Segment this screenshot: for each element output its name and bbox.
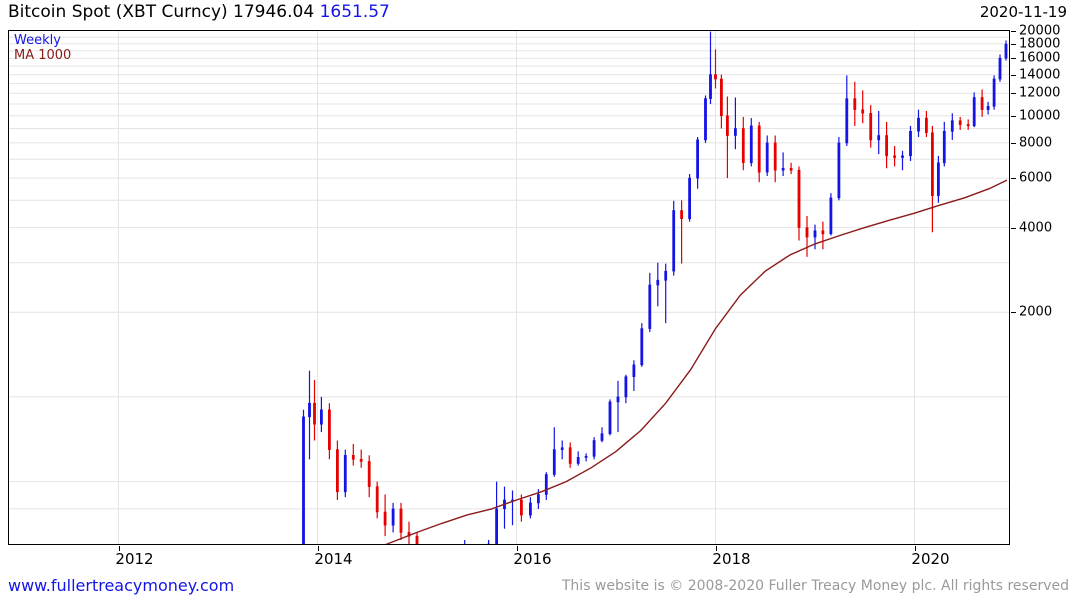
x-axis-tick bbox=[715, 546, 717, 551]
y-axis-label: 20000 bbox=[1019, 23, 1061, 39]
plot-area bbox=[8, 30, 1010, 545]
price-chart bbox=[9, 31, 1009, 544]
x-axis-label: 2016 bbox=[513, 550, 552, 568]
instrument-name: Bitcoin Spot (XBT Curncy) bbox=[8, 2, 228, 22]
y-axis-tick bbox=[1011, 74, 1016, 76]
x-axis-tick bbox=[914, 546, 916, 551]
y-axis-tick bbox=[1011, 312, 1016, 314]
x-axis-tick bbox=[516, 546, 518, 551]
y-axis-tick bbox=[1011, 58, 1016, 60]
y-axis-label: 4000 bbox=[1019, 220, 1053, 236]
legend-item-periodicity: Weekly bbox=[14, 33, 61, 48]
y-axis-label: 8000 bbox=[1019, 135, 1053, 151]
x-axis-label: 2020 bbox=[911, 550, 950, 568]
y-axis-label: 2000 bbox=[1019, 304, 1053, 320]
y-axis-tick bbox=[1011, 31, 1016, 32]
x-axis-label: 2012 bbox=[115, 550, 154, 568]
site-url[interactable]: www.fullertreacymoney.com bbox=[8, 576, 235, 595]
legend-item-moving-average: MA 1000 bbox=[14, 48, 72, 63]
y-axis-label: 16000 bbox=[1019, 50, 1061, 66]
x-axis: 2012 2014 2016 2018 2020 bbox=[0, 546, 1075, 572]
price-change: 1651.57 bbox=[319, 2, 390, 22]
quote-date: 2020-11-19 bbox=[979, 3, 1067, 21]
copyright-notice: This website is © 2008-2020 Fuller Treac… bbox=[561, 578, 1069, 594]
page-title: Bitcoin Spot (XBT Curncy) 17946.04 1651.… bbox=[8, 2, 390, 22]
y-axis-tick bbox=[1011, 93, 1016, 95]
chart-legend: Weekly MA 1000 bbox=[14, 33, 71, 63]
x-axis-tick bbox=[118, 546, 120, 551]
chart-footer: www.fullertreacymoney.com This website i… bbox=[0, 574, 1075, 600]
y-axis-label: 10000 bbox=[1019, 108, 1061, 124]
y-axis-tick bbox=[1011, 43, 1016, 45]
y-axis-tick bbox=[1011, 115, 1016, 117]
y-axis-label: 18000 bbox=[1019, 36, 1061, 52]
x-axis-tick bbox=[317, 546, 319, 551]
y-axis-label: 12000 bbox=[1019, 85, 1061, 101]
y-axis-tick bbox=[1011, 142, 1016, 144]
y-axis: 2000 4000 6000 8000 10000 12000 14000 16000 1800… bbox=[1011, 24, 1075, 546]
last-price: 17946.04 bbox=[233, 2, 315, 22]
y-axis-label: 6000 bbox=[1019, 170, 1053, 186]
y-axis-tick bbox=[1011, 178, 1016, 180]
x-axis-label: 2014 bbox=[314, 550, 353, 568]
y-axis-tick bbox=[1011, 227, 1016, 229]
chart-header: Bitcoin Spot (XBT Curncy) 17946.04 1651.… bbox=[0, 0, 1075, 24]
x-axis-label: 2018 bbox=[712, 550, 751, 568]
y-axis-label: 14000 bbox=[1019, 67, 1061, 83]
